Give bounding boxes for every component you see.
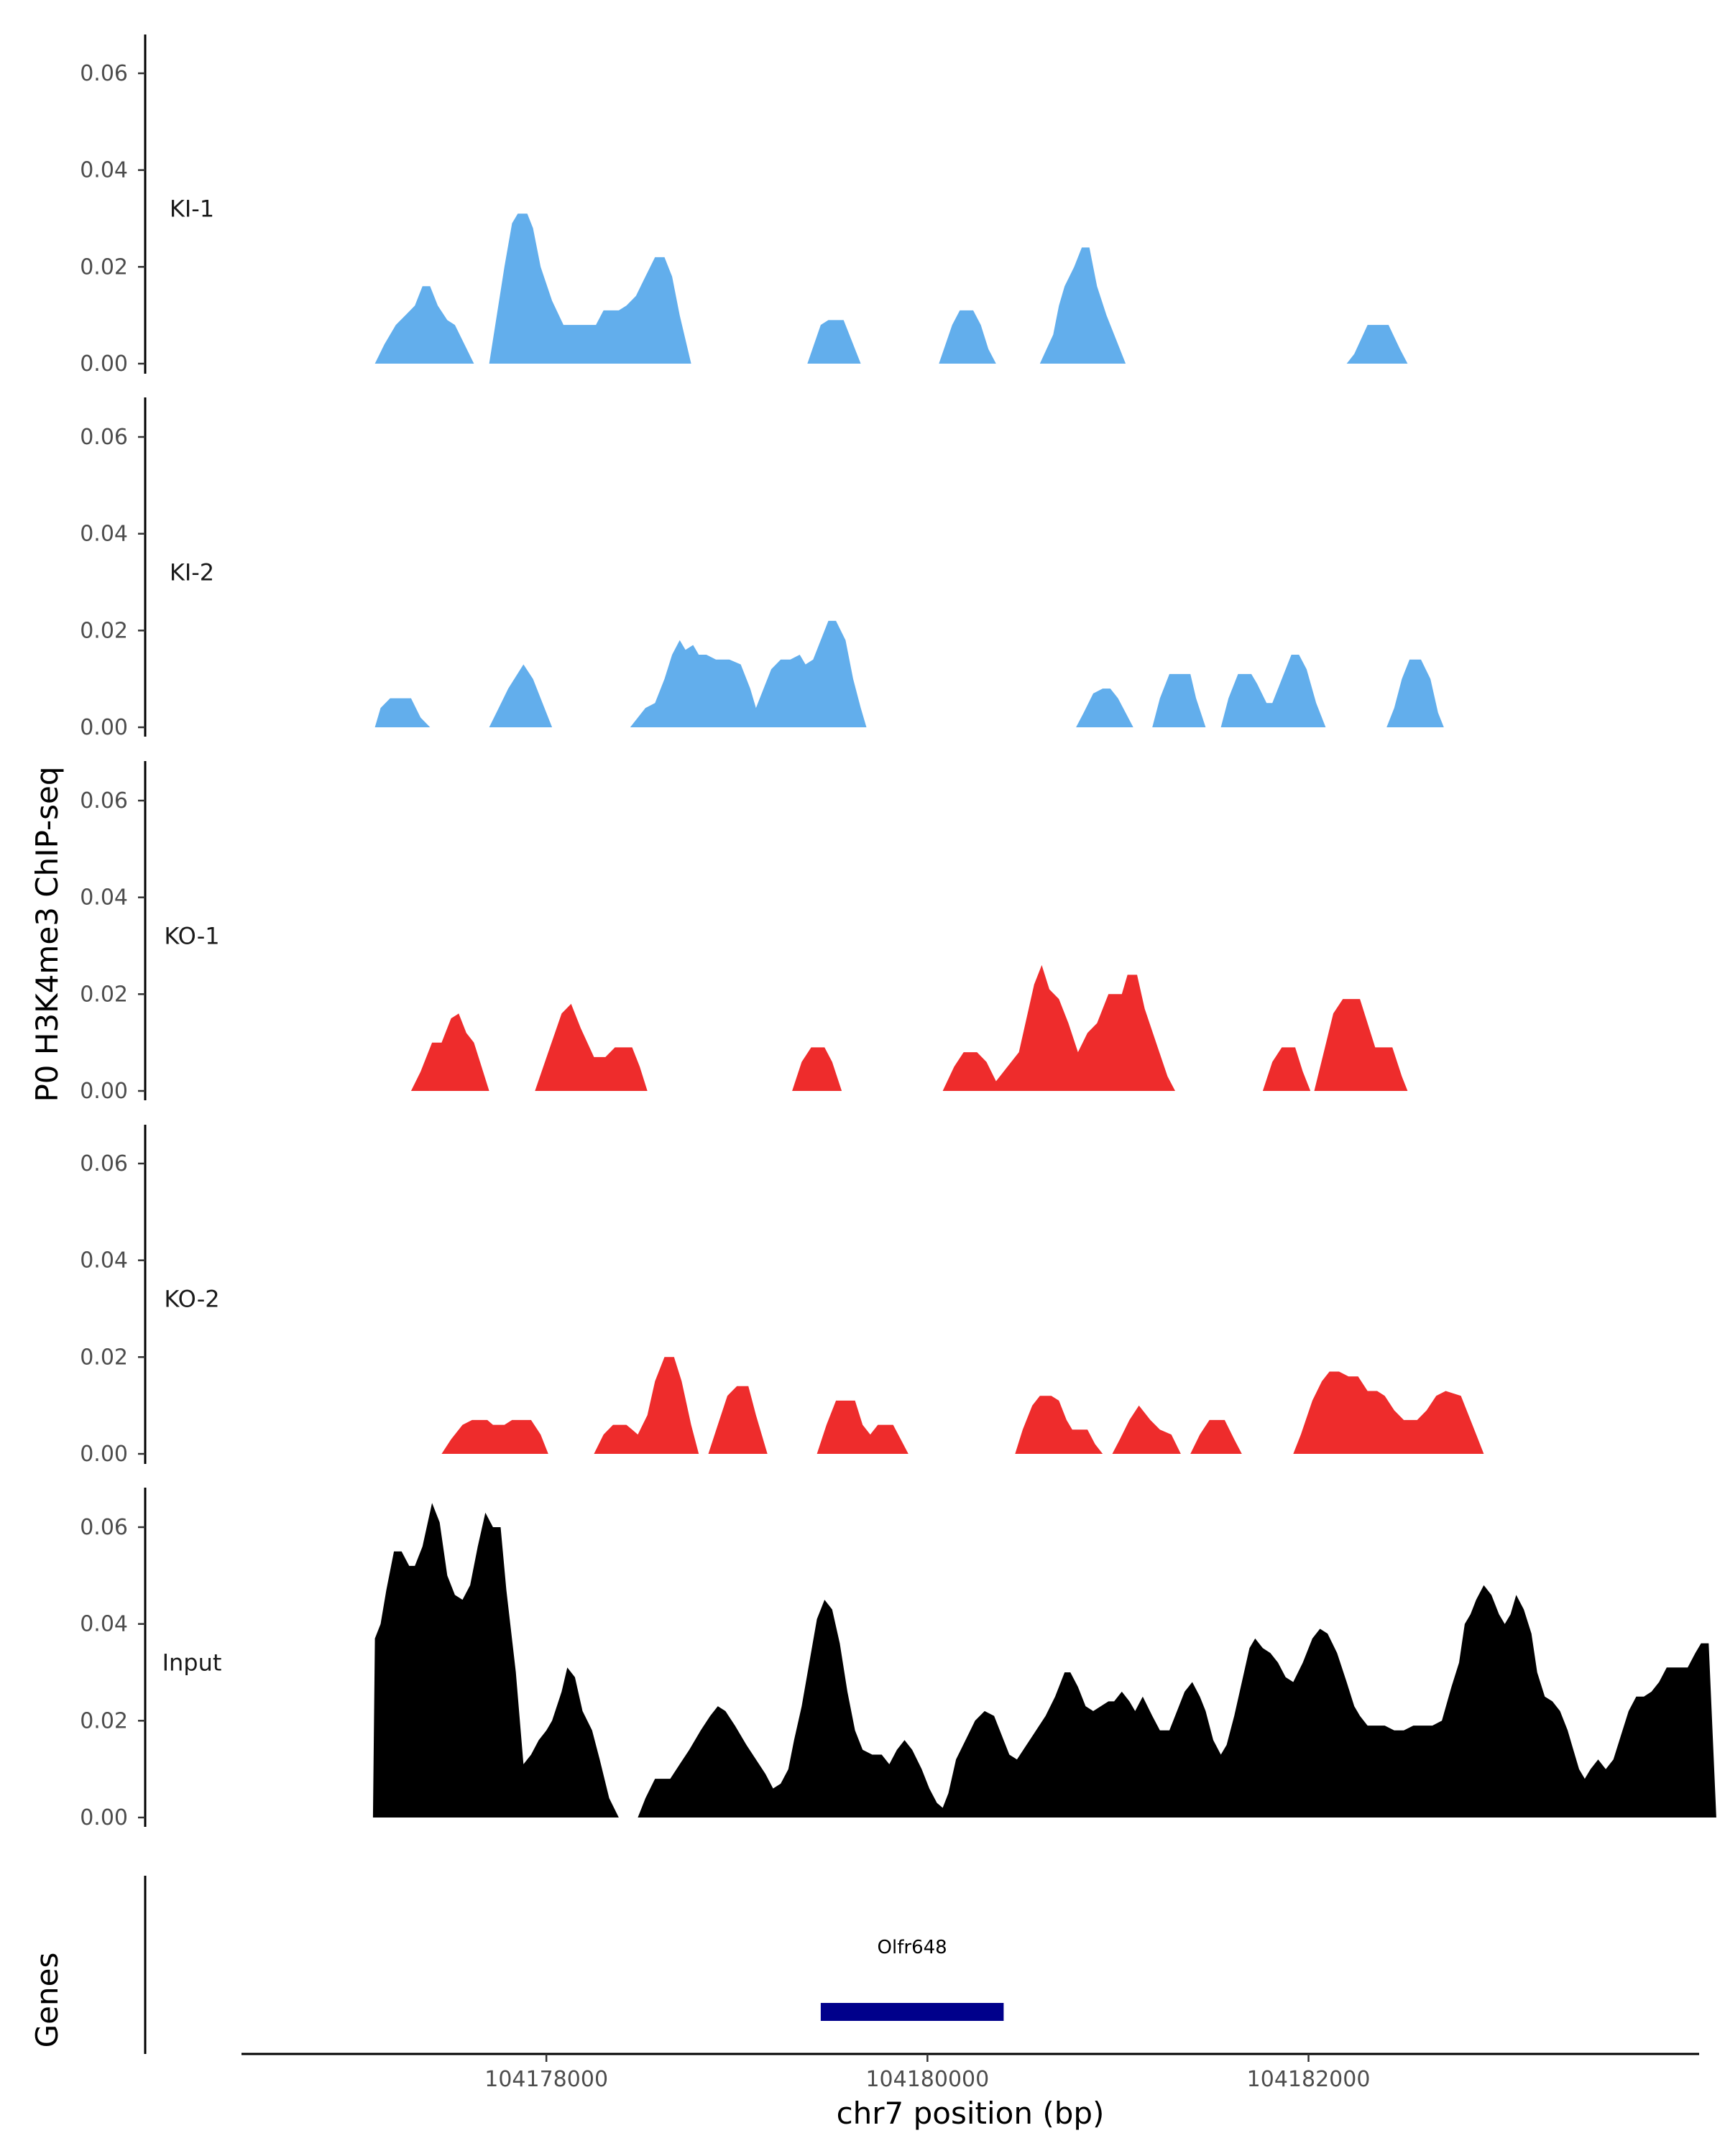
y-tick-label: 0.06 [80, 788, 128, 814]
signal-area [1076, 688, 1133, 727]
track-label: KO-1 [164, 923, 219, 950]
tracks-layer: 0.00 0.02 0.04 0.06 KI-1 0.00 0.02 0.04 0.06 KI-2… [80, 34, 1716, 1830]
x-tick-label: 104178000 [484, 2067, 608, 2092]
signal-area [1314, 999, 1408, 1091]
signal-area [1015, 1396, 1103, 1454]
y-tick-label: 0.00 [80, 1079, 128, 1104]
signal-area [489, 664, 553, 727]
y-tick-label: 0.04 [80, 885, 128, 911]
track-input: 0.00 0.02 0.04 0.06 Input [80, 1488, 1716, 1830]
track-label: KO-2 [164, 1286, 219, 1313]
y-tick-label: 0.06 [80, 61, 128, 86]
signal-area [807, 320, 861, 364]
y-tick-label: 0.02 [80, 254, 128, 280]
signal-area [1112, 1405, 1181, 1454]
y-tick-label: 0.00 [80, 715, 128, 740]
gene-label: Olfr648 [878, 1937, 947, 1958]
x-axis: 104178000 104180000 104182000 [242, 2053, 1699, 2092]
signal-area [1386, 659, 1444, 727]
signal-area [792, 1047, 842, 1091]
signal-area [374, 286, 474, 364]
signal-area [1152, 673, 1206, 727]
track-label: Input [162, 1649, 222, 1677]
y-tick-label: 0.04 [80, 1248, 128, 1273]
y-tick-label: 0.06 [80, 425, 128, 450]
signal-area [535, 1003, 648, 1091]
genes-layer: Olfr648 [144, 1876, 1004, 2054]
signal-area [441, 1419, 548, 1454]
y-tick-label: 0.02 [80, 618, 128, 643]
genes-panel-title: Genes [29, 1953, 65, 2048]
x-axis-title: chr7 position (bp) [837, 2096, 1105, 2131]
signal-area [1039, 247, 1126, 364]
y-tick-label: 0.06 [80, 1515, 128, 1540]
signal-area [1190, 1419, 1242, 1454]
signal-area [594, 1357, 699, 1454]
signal-area [374, 698, 431, 727]
y-tick-label: 0.02 [80, 1345, 128, 1370]
x-tick-label: 104180000 [865, 2067, 989, 2092]
signal-area [1293, 1371, 1484, 1454]
x-tick-label: 104182000 [1247, 2067, 1371, 2092]
track-ki-1: 0.00 0.02 0.04 0.06 KI-1 [80, 34, 1408, 377]
y-tick-label: 0.04 [80, 158, 128, 183]
signal-area [1346, 325, 1408, 364]
y-tick-label: 0.04 [80, 1612, 128, 1637]
y-tick-label: 0.02 [80, 1708, 128, 1733]
signal-area [638, 1585, 1716, 1818]
y-tick-label: 0.06 [80, 1151, 128, 1176]
signal-area [939, 310, 996, 364]
signal-area [372, 1503, 619, 1818]
signal-area [489, 213, 691, 364]
track-label: KI-1 [170, 195, 214, 223]
y-tick-label: 0.00 [80, 1805, 128, 1830]
signal-area [1220, 655, 1326, 727]
signal-area [816, 1400, 908, 1454]
y-tick-label: 0.04 [80, 522, 128, 547]
track-ki-2: 0.00 0.02 0.04 0.06 KI-2 [80, 397, 1444, 740]
gene-bar [820, 2003, 1004, 2021]
y-axis-title: P0 H3K4me3 ChIP-seq [29, 766, 65, 1102]
track-label: KI-2 [170, 559, 214, 586]
track-ko-2: 0.00 0.02 0.04 0.06 KO-2 [80, 1125, 1484, 1467]
signal-area [410, 1013, 489, 1091]
track-ko-1: 0.00 0.02 0.04 0.06 KO-1 [80, 761, 1408, 1104]
y-tick-label: 0.00 [80, 351, 128, 377]
signal-area [1262, 1047, 1311, 1091]
y-tick-label: 0.00 [80, 1442, 128, 1467]
signal-area [708, 1386, 768, 1454]
y-tick-label: 0.02 [80, 982, 128, 1007]
signal-area [942, 964, 1175, 1091]
signal-area [630, 620, 867, 727]
